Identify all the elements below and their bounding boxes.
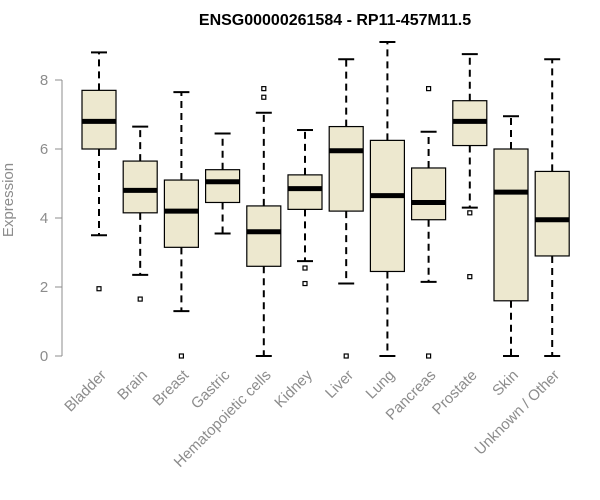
outlier-point [426,353,432,359]
box-iqr [287,174,323,210]
x-tick-label: Skin [489,367,522,400]
x-tick-label: Liver [322,367,357,402]
box-iqr [534,170,570,257]
outlier-point [261,86,267,92]
box-iqr [205,169,241,204]
box-gastric [205,132,241,235]
box-bladder [81,51,117,292]
outlier-point [467,210,473,216]
box-iqr [122,160,158,214]
box-liver [328,58,364,359]
y-axis-label: Expression [0,163,17,237]
outlier-point [178,353,184,359]
y-tick-label: 0 [40,348,48,365]
box-series [81,41,570,359]
box-hematopoietic-cells [246,86,282,357]
box-iqr [369,139,405,273]
outlier-point [137,296,143,302]
box-iqr [411,167,447,221]
chart-title: ENSG00000261584 - RP11-457M11.5 [199,12,471,29]
box-breast [163,91,199,359]
x-tick-label: Brain [114,367,151,404]
outlier-point [302,280,308,287]
x-tick-label: Bladder [61,367,110,416]
y-axis: 0 2 4 6 8 [40,72,63,365]
box-brain [122,125,158,302]
box-unknown-other [534,58,570,357]
outlier-point [426,86,432,92]
box-iqr [163,179,199,248]
x-tick-label: Kidney [271,366,316,411]
box-prostate [452,53,488,280]
outlier-point [302,265,308,271]
box-skin [493,115,529,357]
y-tick-label: 4 [40,210,48,227]
outlier-point [261,94,267,100]
box-pancreas [411,86,447,359]
box-iqr [246,205,282,267]
outlier-point [343,353,349,359]
y-tick-label: 6 [40,141,48,158]
box-lung [369,41,405,357]
box-iqr [328,125,364,212]
outlier-point [96,286,102,292]
y-tick-label: 8 [40,72,48,89]
y-tick-label: 2 [40,279,48,296]
x-tick-label: Lung [363,367,399,403]
box-iqr [493,148,529,302]
box-kidney [287,129,323,287]
outlier-point [467,274,473,280]
x-tick-label: Prostate [429,367,481,419]
x-tick-label: Breast [150,366,193,409]
